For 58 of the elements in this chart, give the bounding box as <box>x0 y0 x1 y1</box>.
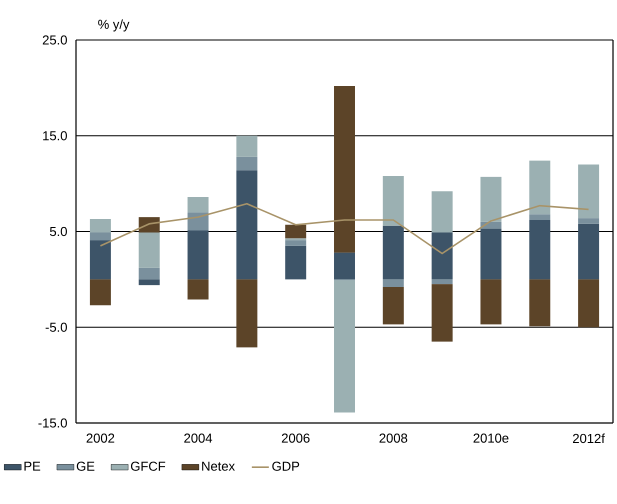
bar <box>285 240 306 246</box>
bar <box>188 230 209 280</box>
bar <box>382 176 404 226</box>
x-tick-label: 2006 <box>282 434 310 443</box>
bar <box>432 279 453 284</box>
bar <box>334 252 355 280</box>
bar <box>529 214 550 220</box>
legend-label: GDP <box>272 462 300 471</box>
x-tick-label: 2008 <box>380 434 408 443</box>
bar <box>236 136 258 157</box>
y-tick-label: -15.0 <box>38 418 67 428</box>
bar <box>382 287 404 324</box>
bar <box>432 284 453 342</box>
bar <box>578 279 600 328</box>
bar <box>382 226 404 280</box>
bar <box>529 220 550 280</box>
bar <box>334 280 355 412</box>
bar <box>382 279 404 288</box>
bar <box>90 219 111 232</box>
bar <box>334 86 355 253</box>
bar <box>578 164 600 218</box>
bar <box>90 279 111 306</box>
x-tick-label: 2002 <box>86 434 114 443</box>
bar <box>480 228 502 280</box>
legend-label: PE <box>24 462 40 471</box>
bar <box>285 224 306 238</box>
legend-label: GFCF <box>130 462 166 471</box>
bar <box>432 232 453 280</box>
legend-label: GE <box>76 462 94 471</box>
bar <box>529 160 550 214</box>
bar <box>138 279 160 286</box>
bar <box>529 279 550 326</box>
bar <box>138 268 160 280</box>
bar <box>578 218 600 224</box>
y-axis-title: % y/y <box>98 19 130 32</box>
x-tick-label: 2010e <box>474 434 508 443</box>
bar <box>90 240 111 280</box>
bar <box>285 246 306 280</box>
x-tick-label: 2012f <box>572 434 605 444</box>
bar <box>188 197 209 212</box>
y-tick-label: 5.0 <box>50 226 67 236</box>
y-tick-label: 15.0 <box>43 131 67 140</box>
x-tick-label: 2004 <box>184 434 212 443</box>
bar <box>578 224 600 280</box>
bar <box>480 176 502 222</box>
line-series <box>100 202 590 254</box>
y-tick-label: -5.0 <box>46 322 67 332</box>
bar <box>480 279 502 324</box>
y-tick-label: 25.0 <box>42 35 67 45</box>
legend-label: Netex <box>202 462 235 471</box>
bar <box>138 232 160 268</box>
bar <box>90 232 111 240</box>
bar <box>236 156 258 170</box>
bar <box>188 212 209 231</box>
bar <box>188 279 209 300</box>
bar <box>236 279 258 348</box>
bar <box>236 170 258 280</box>
bar <box>432 191 453 232</box>
